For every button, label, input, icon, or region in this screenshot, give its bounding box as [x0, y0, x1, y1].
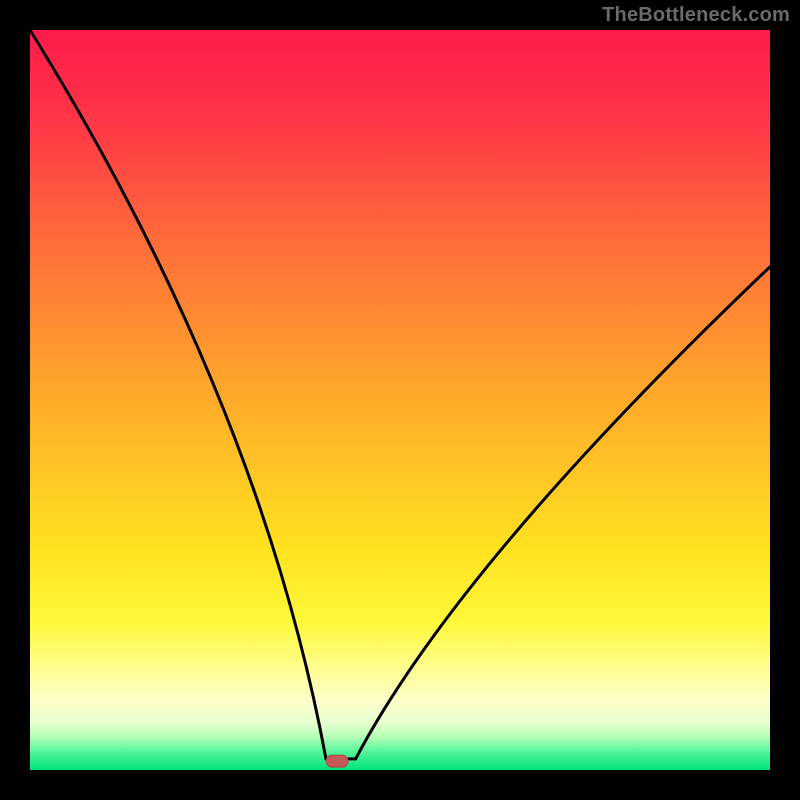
plot-background	[30, 30, 770, 770]
bottleneck-chart	[0, 0, 800, 800]
watermark-text: TheBottleneck.com	[602, 4, 790, 27]
chart-container: TheBottleneck.com	[0, 0, 800, 800]
optimum-marker	[326, 755, 348, 767]
